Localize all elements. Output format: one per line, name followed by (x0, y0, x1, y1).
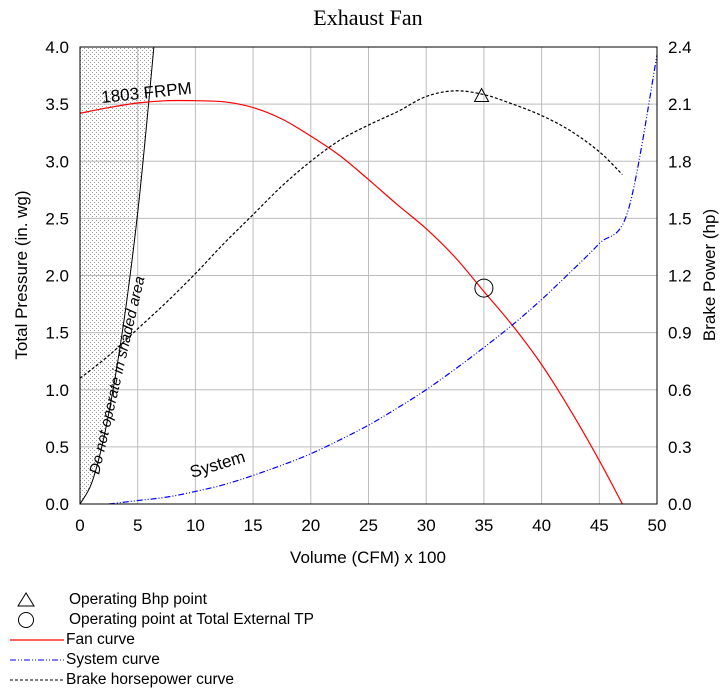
y2-tick-label: 0.3 (668, 438, 692, 457)
triangle-icon (17, 592, 35, 607)
right-axis-label: Brake Power (hp) (700, 209, 719, 341)
operating-bhp-point-marker (473, 87, 490, 103)
circle-icon (18, 612, 34, 628)
legend-label: System curve (66, 651, 160, 668)
y2-tick-label: 1.8 (668, 152, 692, 171)
right-axis-ticks: 0.0 0.3 0.6 0.9 1.2 1.5 1.8 2.1 2.4 (668, 38, 692, 514)
left-axis-ticks: 0.0 0.5 1.0 1.5 2.0 2.5 3.0 3.5 4.0 (45, 38, 69, 514)
y-tick-label: 1.5 (45, 324, 69, 343)
red-line-icon (10, 639, 64, 641)
x-axis-label: Volume (CFM) x 100 (290, 548, 446, 567)
x-tick-label: 25 (359, 516, 378, 535)
x-tick-label: 45 (590, 516, 609, 535)
chart-title: Exhaust Fan (313, 5, 422, 30)
legend-label: Brake horsepower curve (66, 671, 234, 688)
y2-tick-label: 2.4 (668, 38, 692, 57)
legend-label: Fan curve (66, 631, 135, 648)
x-tick-label: 35 (474, 516, 493, 535)
x-tick-label: 0 (75, 516, 84, 535)
x-tick-label: 10 (186, 516, 205, 535)
left-axis-label: Total Pressure (in. wg) (12, 190, 31, 359)
x-tick-label: 50 (648, 516, 667, 535)
operating-tp-point-marker (474, 278, 494, 298)
fan-curve-line (80, 99, 623, 504)
x-tick-label: 15 (244, 516, 263, 535)
y-tick-label: 3.0 (45, 152, 69, 171)
y2-tick-label: 2.1 (668, 95, 692, 114)
x-tick-label: 20 (301, 516, 320, 535)
y2-tick-label: 1.2 (668, 267, 692, 286)
legend-item-system-curve: System curve (6, 650, 426, 670)
legend-label: Operating point at Total External TP (69, 611, 314, 628)
y-tick-label: 0.0 (45, 495, 69, 514)
y-tick-label: 2.0 (45, 267, 69, 286)
x-axis-ticks: 0 5 10 15 20 25 30 35 40 45 50 (75, 516, 666, 535)
legend: Operating Bhp point Operating point at T… (6, 590, 426, 690)
black-dashed-line-icon (10, 679, 64, 681)
legend-item-fan-curve: Fan curve (6, 630, 426, 650)
brake-horsepower-curve-line (80, 90, 623, 379)
y-tick-label: 3.5 (45, 95, 69, 114)
plot-frame (79, 46, 658, 505)
legend-label: Operating Bhp point (69, 591, 207, 608)
system-curve-line (108, 54, 657, 504)
y2-tick-label: 0.9 (668, 324, 692, 343)
legend-item-bhp-point: Operating Bhp point (6, 590, 426, 610)
x-tick-label: 40 (532, 516, 551, 535)
y-tick-label: 1.0 (45, 381, 69, 400)
y-tick-label: 0.5 (45, 438, 69, 457)
x-tick-label: 5 (133, 516, 142, 535)
y2-tick-label: 0.6 (668, 381, 692, 400)
y2-tick-label: 1.5 (668, 209, 692, 228)
legend-item-tp-point: Operating point at Total External TP (6, 610, 426, 630)
x-tick-label: 30 (417, 516, 436, 535)
blue-dashdot-line-icon (10, 659, 64, 661)
y-tick-label: 4.0 (45, 38, 69, 57)
legend-item-bhp-curve: Brake horsepower curve (6, 670, 426, 690)
y2-tick-label: 0.0 (668, 495, 692, 514)
stall-limit-line (80, 47, 155, 504)
y-tick-label: 2.5 (45, 209, 69, 228)
